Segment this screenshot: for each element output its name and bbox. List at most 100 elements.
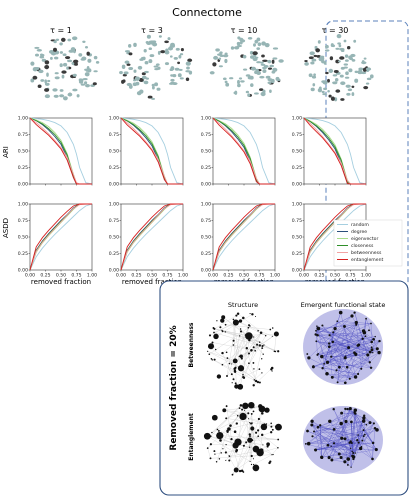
network-node xyxy=(338,310,343,315)
network-node xyxy=(332,331,335,334)
network-edge xyxy=(357,440,377,450)
network-node xyxy=(362,416,366,420)
series-line-random xyxy=(120,117,184,185)
network-node xyxy=(242,54,247,59)
network-node xyxy=(70,47,76,51)
network-node xyxy=(266,442,270,447)
network-edge xyxy=(345,421,374,444)
network-node xyxy=(225,443,227,446)
network-node xyxy=(363,57,367,60)
network-node xyxy=(255,68,259,74)
network-node xyxy=(61,74,65,79)
network-node xyxy=(337,60,341,63)
network-node xyxy=(265,335,267,337)
network-node xyxy=(237,36,241,40)
network-node xyxy=(61,70,67,74)
network-node xyxy=(188,70,193,75)
network-node xyxy=(254,315,257,318)
network-node xyxy=(344,59,349,62)
network-node xyxy=(249,435,251,437)
network-node xyxy=(234,384,239,389)
network-node xyxy=(262,59,268,63)
network-node xyxy=(270,422,273,425)
network-node xyxy=(221,351,224,355)
network-node xyxy=(351,450,353,453)
network-edge xyxy=(369,352,380,363)
network-node xyxy=(226,357,229,359)
network-node xyxy=(332,81,338,85)
network-node xyxy=(224,451,227,454)
network-edge xyxy=(321,413,342,458)
network-node xyxy=(310,419,314,423)
network-edge xyxy=(313,431,353,452)
network-node xyxy=(346,92,351,96)
network-node xyxy=(40,79,45,82)
line-panel: 0.00 0.25 0.50 0.75 1.00 xyxy=(18,116,93,188)
network-edge xyxy=(233,319,237,387)
network-node xyxy=(59,51,64,54)
network-edge xyxy=(213,332,279,352)
network-node xyxy=(158,35,162,38)
network-edge xyxy=(229,411,254,461)
network-node xyxy=(230,46,235,50)
network-node xyxy=(32,75,38,80)
line-panel: 0.00 0.25 0.50 0.75 1.00 xyxy=(109,116,184,188)
y-tick-label: 0.25 xyxy=(109,251,119,257)
network-node xyxy=(317,40,321,44)
network-edge xyxy=(249,435,279,440)
network-node xyxy=(321,324,324,327)
network-node xyxy=(151,97,156,100)
network-node xyxy=(275,76,280,81)
network-node xyxy=(330,355,333,358)
network-node xyxy=(346,463,349,466)
network-node xyxy=(358,67,364,71)
network-node xyxy=(324,44,329,49)
x-tick-label: 0.75 xyxy=(254,273,264,279)
network-node xyxy=(249,422,251,424)
network-edge xyxy=(350,412,355,468)
network-node xyxy=(67,38,72,42)
network-node xyxy=(310,61,315,65)
network-node xyxy=(353,411,356,414)
series-line-random xyxy=(29,117,93,185)
network-edge xyxy=(329,338,363,347)
network-node xyxy=(241,408,244,411)
network-edge xyxy=(248,418,272,427)
network-edge xyxy=(308,312,355,359)
network-node xyxy=(235,422,238,425)
network-node xyxy=(222,448,224,450)
network-node xyxy=(247,326,250,329)
network-node xyxy=(269,64,275,68)
network-node xyxy=(263,344,265,346)
network-node xyxy=(357,434,359,436)
network-edge xyxy=(329,346,333,378)
network-edge xyxy=(316,341,373,350)
network-node xyxy=(242,444,245,447)
network-node xyxy=(54,72,59,75)
network-node xyxy=(212,327,215,329)
network-node xyxy=(53,56,59,60)
network-node xyxy=(213,450,216,453)
network-node xyxy=(239,330,243,333)
network-edge xyxy=(212,342,256,351)
series-line-entanglement xyxy=(120,203,183,271)
network-node xyxy=(272,67,278,72)
network-node xyxy=(320,455,324,459)
network-node xyxy=(344,407,347,410)
network-edge xyxy=(331,324,357,357)
network-node xyxy=(72,73,77,77)
network-node xyxy=(343,381,347,385)
network-node xyxy=(328,94,332,98)
network-node xyxy=(141,75,147,80)
network-node xyxy=(216,428,219,431)
network-node xyxy=(252,463,255,466)
network-node xyxy=(269,328,272,331)
network-node xyxy=(257,42,262,47)
network-node xyxy=(235,323,237,325)
network-node xyxy=(250,55,255,59)
network-edge xyxy=(207,436,251,462)
network-node xyxy=(72,36,78,41)
network-node xyxy=(343,39,347,43)
network-edge xyxy=(341,408,351,439)
network-edge xyxy=(329,421,350,443)
